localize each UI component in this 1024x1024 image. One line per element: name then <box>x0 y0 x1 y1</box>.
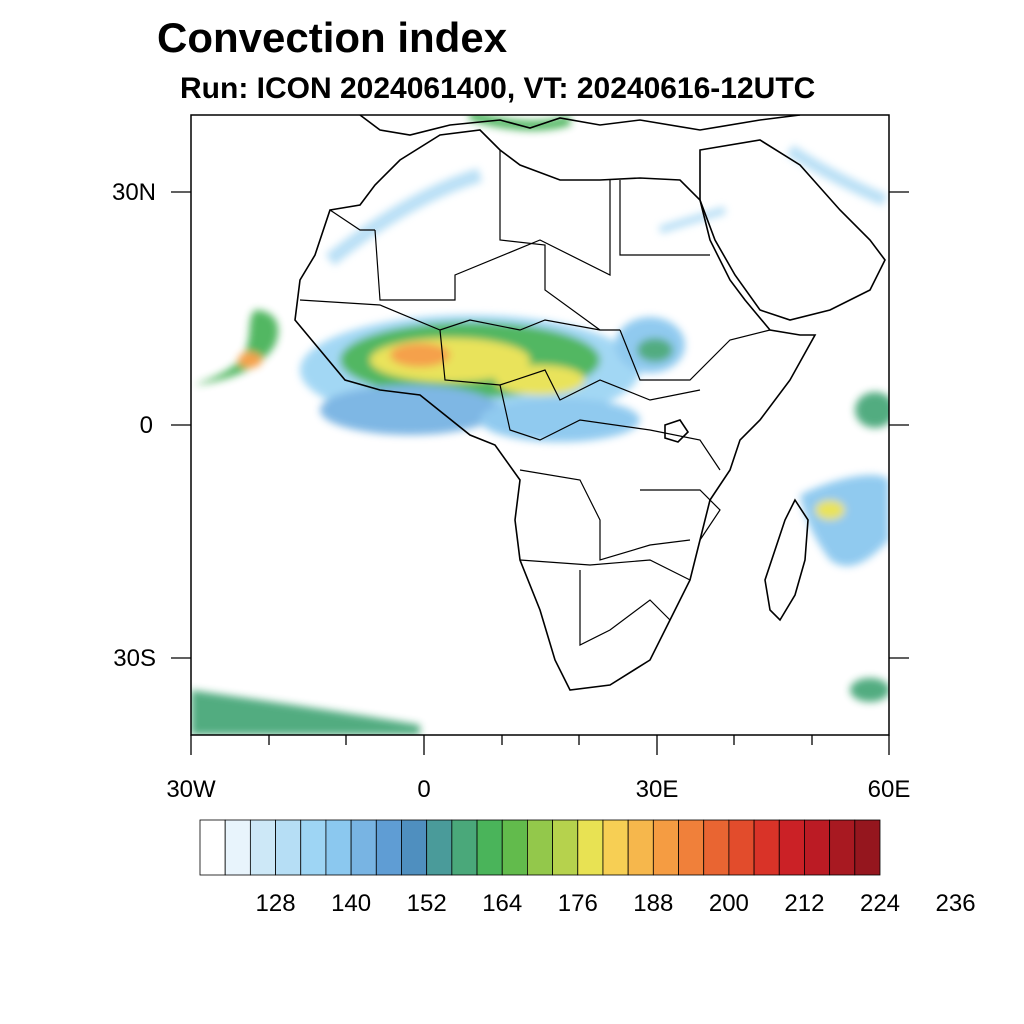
colorbar-label: 200 <box>709 890 749 917</box>
colorbar-swatch <box>703 819 730 876</box>
colorbar-swatch <box>426 819 453 876</box>
axis-ticks <box>171 191 909 755</box>
convection-max-ghana <box>390 343 450 367</box>
europe-coastline <box>359 115 801 136</box>
x-tick-label: 30W <box>166 776 216 803</box>
colorbar-label: 128 <box>256 890 296 917</box>
border-line <box>299 299 601 331</box>
convection-field <box>191 115 889 735</box>
y-tick-label: 30S <box>113 645 156 672</box>
border-line <box>499 384 721 471</box>
colorbar-swatch <box>249 819 276 876</box>
colorbar-swatch <box>552 819 579 876</box>
colorbar-swatch <box>678 819 705 876</box>
arabia-coastline <box>699 139 886 321</box>
colorbar-swatch <box>224 819 251 876</box>
x-tick-label: 0 <box>417 776 430 803</box>
colorbar-swatch <box>325 819 352 876</box>
cloud-streak-red-sea <box>658 206 727 234</box>
chart-title: Convection index <box>157 14 508 61</box>
border-line <box>619 180 710 256</box>
colorbar-swatch <box>602 819 629 876</box>
colorbar-swatch <box>300 819 327 876</box>
colorbar-label: 152 <box>407 890 447 917</box>
convection-area-east-equator <box>855 392 889 428</box>
convection-max-atlantic <box>238 352 262 368</box>
convection-area-south-east <box>850 678 889 702</box>
colorbar: 128 140 152 164 176 188 200 212 224 236 <box>199 819 976 917</box>
convection-plume-atlantic <box>195 310 279 385</box>
coastlines <box>294 115 886 691</box>
convection-area-indian-ocean <box>800 475 889 567</box>
colorbar-swatch <box>350 819 377 876</box>
border-line <box>619 329 771 381</box>
cloud-streak-middle-east <box>786 145 888 206</box>
border-line <box>329 209 375 231</box>
colorbar-swatch <box>728 819 755 876</box>
convection-area-central-africa <box>480 398 640 442</box>
border-line <box>439 329 701 401</box>
colorbar-swatch <box>451 819 478 876</box>
colorbar-swatch <box>501 819 528 876</box>
colorbar-label: 188 <box>633 890 673 917</box>
colorbar-swatch <box>627 819 654 876</box>
colorbar-swatch <box>401 819 428 876</box>
colorbar-swatch <box>778 819 805 876</box>
border-line <box>579 570 671 646</box>
colorbar-label: 176 <box>558 890 598 917</box>
border-line <box>374 180 611 301</box>
convection-peak-indian-ocean <box>815 500 845 520</box>
colorbar-swatch <box>652 819 679 876</box>
chart-subtitle: Run: ICON 2024061400, VT: 20240616-12UTC <box>180 72 816 105</box>
border-line <box>640 489 721 541</box>
border-line <box>519 469 691 561</box>
colorbar-label: 224 <box>860 890 900 917</box>
colorbar-swatch <box>275 819 302 876</box>
colorbar-label: 212 <box>784 890 824 917</box>
colorbar-label: 164 <box>482 890 522 917</box>
border-line <box>519 559 691 581</box>
colorbar-swatch <box>753 819 780 876</box>
colorbar-swatch <box>476 819 503 876</box>
colorbar-swatch <box>527 819 553 876</box>
colorbar-swatch <box>854 819 881 876</box>
x-tick-label: 30E <box>636 776 679 803</box>
convection-core-ethiopia <box>637 338 673 362</box>
cloud-streak-sahara <box>325 168 483 266</box>
colorbar-swatch <box>577 819 604 876</box>
convection-band-south-atlantic <box>191 690 420 735</box>
y-tick-label: 30N <box>112 179 156 206</box>
colorbar-swatch <box>829 819 856 876</box>
colorbar-swatch <box>199 819 226 876</box>
x-tick-label: 60E <box>868 776 911 803</box>
country-borders <box>299 150 771 646</box>
colorbar-label: 236 <box>936 890 976 917</box>
madagascar-coastline <box>764 498 809 622</box>
convection-peak-nigeria <box>495 365 585 395</box>
colorbar-swatch <box>375 819 402 876</box>
africa-coastline <box>294 129 817 691</box>
convection-area-gulf-guinea <box>320 385 500 435</box>
border-line <box>499 150 620 331</box>
colorbar-label: 140 <box>331 890 371 917</box>
colorbar-swatch <box>804 819 831 876</box>
y-tick-label: 0 <box>140 412 153 439</box>
